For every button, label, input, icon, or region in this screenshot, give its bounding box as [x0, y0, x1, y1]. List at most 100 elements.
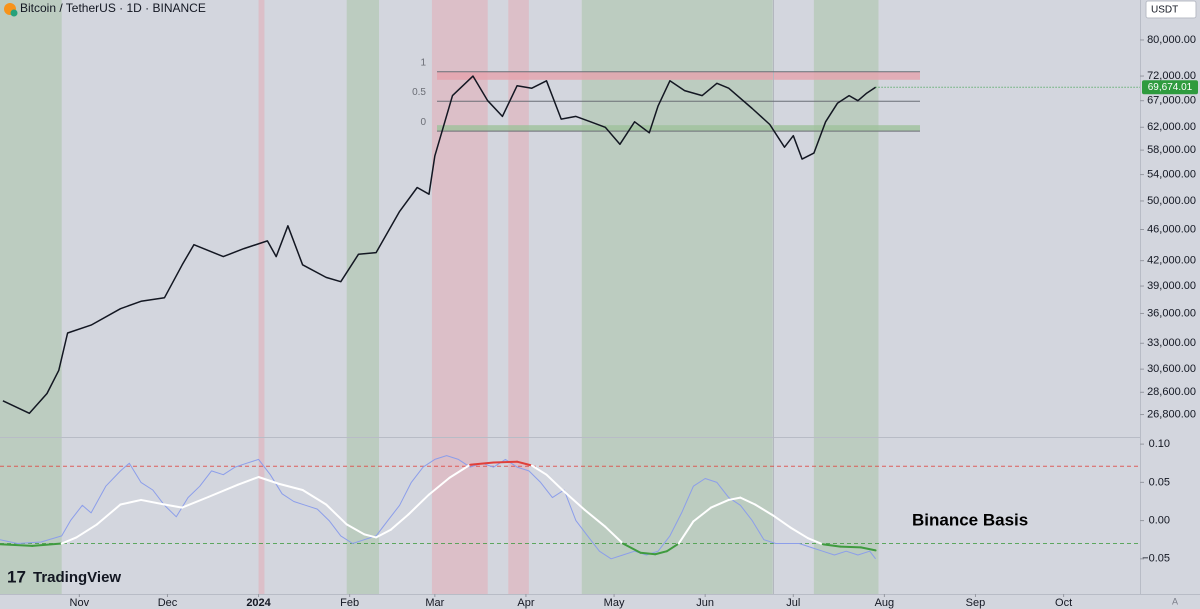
x-tick-label: Apr [517, 597, 534, 609]
auto-scale-button[interactable]: A [1172, 596, 1178, 606]
basis-smooth-segment [469, 461, 495, 466]
currency-label[interactable]: USDT [1151, 5, 1178, 16]
shaded-region [581, 0, 773, 594]
basis-smooth-segment [60, 536, 78, 545]
basis-smooth-segment [710, 498, 730, 509]
x-tick-label: May [604, 597, 625, 609]
fib-label: 0.5 [412, 87, 426, 98]
y-tick-label: 26,800.00 [1147, 408, 1196, 420]
basis-smooth-segment [427, 476, 451, 496]
support-band [437, 125, 920, 132]
basis-smooth-segment [806, 537, 824, 546]
y-tick-label: 50,000.00 [1147, 195, 1196, 207]
basis-smooth-segment [407, 493, 430, 516]
x-tick-label: Aug [875, 597, 895, 609]
y-tick-label: 58,000.00 [1147, 144, 1196, 156]
basis-smooth-segment [654, 550, 668, 556]
basis-smooth-segment [207, 483, 239, 498]
y-tick-label: 72,000.00 [1147, 70, 1196, 82]
y-tick-label: 0.10 [1149, 438, 1170, 450]
basis-smooth-segment [754, 503, 774, 517]
x-tick-label: 2024 [246, 597, 271, 609]
basis-smooth-segment [325, 503, 348, 526]
basis-smooth-segment [301, 489, 328, 506]
y-tick-label: 80,000.00 [1147, 34, 1196, 46]
y-tick-label: 46,000.00 [1147, 223, 1196, 235]
basis-smooth-segment [278, 482, 304, 491]
basis-smooth-segment [31, 542, 63, 547]
y-tick-label: 54,000.00 [1147, 168, 1196, 180]
basis-smooth-segment [140, 498, 166, 506]
y-tick-label: 62,000.00 [1147, 121, 1196, 133]
shaded-region [346, 0, 380, 594]
basis-smooth-segment [639, 551, 657, 556]
basis-smooth-segment [516, 460, 533, 467]
foreground-layer: 80,000.00 72,000.00 67,000.00 62,000.00 58,0… [0, 34, 1198, 609]
last-price-label: 69,674.01 [1148, 82, 1193, 93]
x-tick-label: Feb [340, 597, 359, 609]
symbol-title: Bitcoin / TetherUS · 1D · BINANCE [20, 1, 206, 15]
basis-smooth-segment [692, 506, 713, 523]
y-tick-label: 30,600.00 [1147, 363, 1196, 375]
basis-smooth-segment [677, 520, 695, 545]
basis-smooth-segment [181, 495, 210, 509]
y-tick-label: −0.05 [1142, 553, 1170, 565]
basis-smooth-segment [389, 513, 410, 531]
basis-smooth-segment [583, 508, 607, 528]
x-tick-label: Oct [1055, 597, 1072, 609]
basis-smooth-segment [163, 503, 184, 509]
y-tick-label: 36,000.00 [1147, 307, 1196, 319]
x-tick-label: Dec [158, 597, 178, 609]
basis-smooth-segment [375, 528, 392, 539]
basis-smooth-segment [492, 460, 519, 464]
basis-smooth-segment [530, 464, 548, 476]
x-tick-label: Jul [786, 597, 800, 609]
watermark: TradingView [33, 569, 121, 586]
x-tick-label: Jun [696, 597, 714, 609]
symbol-icon-secondary [10, 9, 18, 17]
basis-smooth-segment [563, 490, 586, 511]
basis-smooth-segment [771, 514, 792, 529]
basis-smooth-segment [236, 476, 260, 486]
y-tick-label: 42,000.00 [1147, 255, 1196, 267]
basis-smooth-segment [119, 498, 143, 506]
annotation: Binance Basis [912, 510, 1028, 529]
x-tick-label: Sep [966, 597, 986, 609]
basis-smooth-segment [0, 543, 34, 547]
price-line [2, 75, 877, 415]
tv-logo-mark: 17 [7, 567, 26, 586]
basis-smooth-segment [727, 496, 742, 501]
x-tick-label: Mar [425, 597, 444, 609]
shaded-region [0, 0, 62, 594]
background-layer [0, 0, 920, 594]
resistance-band [437, 71, 920, 80]
shaded-region [431, 0, 488, 594]
fib-label: 1 [420, 57, 426, 68]
currency-box[interactable] [1145, 0, 1197, 19]
basis-smooth-segment [789, 526, 809, 540]
basis-smooth-segment [665, 542, 680, 553]
basis-smooth-segment [739, 496, 757, 506]
basis-smooth-segment [545, 473, 566, 493]
fib-label: 0 [420, 117, 426, 128]
basis-smooth-segment [821, 543, 842, 548]
shaded-region [813, 0, 879, 594]
last-price-box [1142, 80, 1198, 95]
y-tick-label: 0.00 [1149, 514, 1170, 526]
basis-smooth-segment [345, 523, 366, 536]
basis-raw-line [0, 455, 876, 560]
y-tick-label: 0.05 [1149, 476, 1170, 488]
basis-smooth-segment [363, 533, 378, 539]
shaded-region [258, 0, 265, 594]
basis-smooth-segment [75, 523, 98, 539]
y-tick-label: 33,000.00 [1147, 337, 1196, 349]
basis-smooth-segment [95, 503, 122, 526]
shaded-region [508, 0, 529, 594]
y-tick-label: 28,600.00 [1147, 386, 1196, 398]
basis-smooth-segment [604, 525, 624, 545]
basis-smooth-segment [621, 542, 642, 554]
y-tick-label: 39,000.00 [1147, 280, 1196, 292]
x-tick-label: Nov [70, 597, 90, 609]
